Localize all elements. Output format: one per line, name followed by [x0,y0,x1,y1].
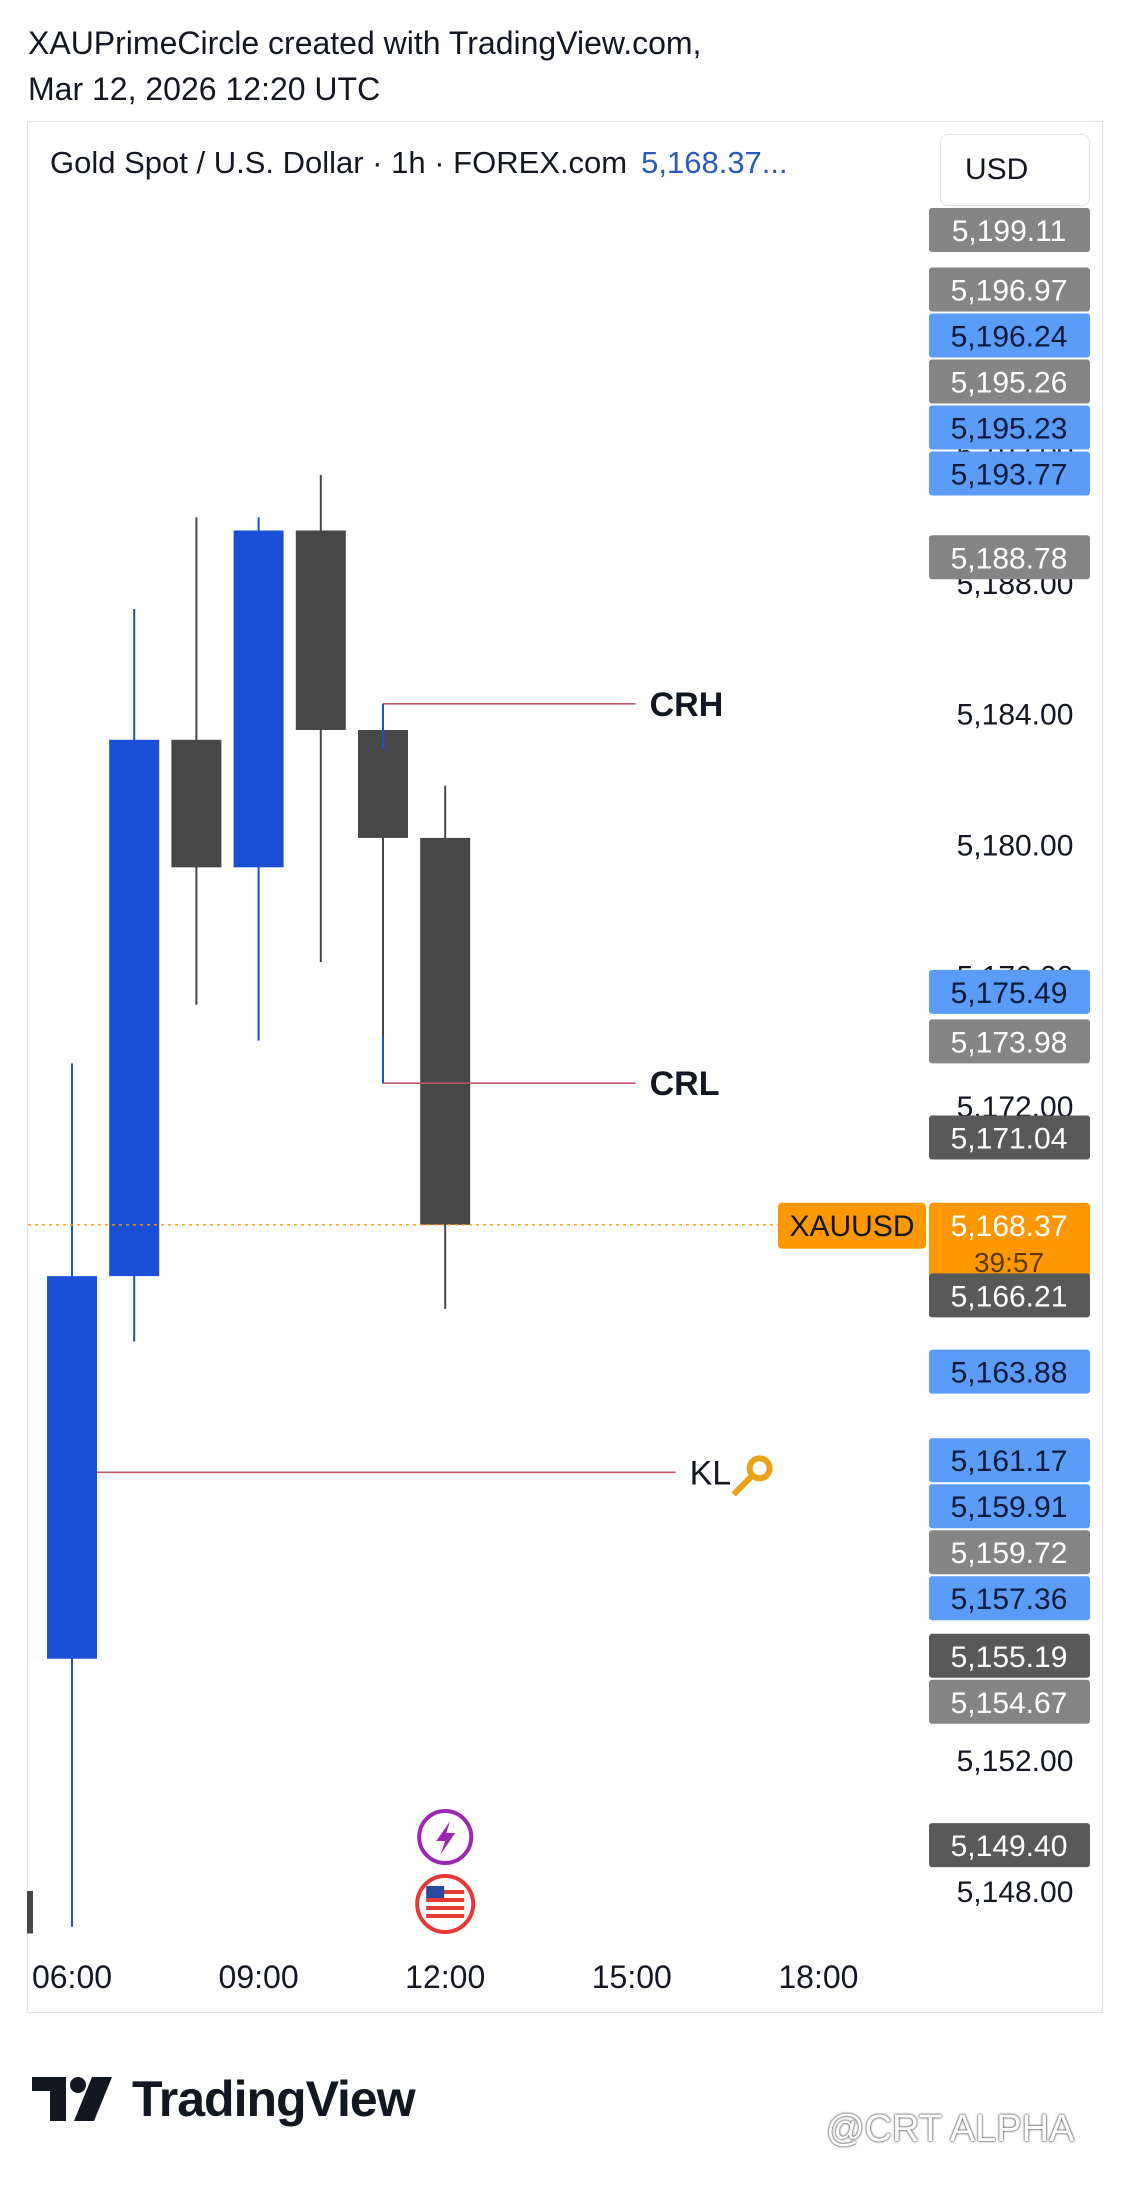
price-label-text: 5,188.78 [951,542,1068,575]
author-line: XAUPrimeCircle created with TradingView.… [28,25,702,61]
price-label-text: 5,193.77 [951,458,1068,491]
x-tick-label: 18:00 [778,1959,858,1995]
price-label-box[interactable] [929,359,1090,404]
currency-button[interactable]: USD [940,134,1090,206]
candlestick-chart[interactable]: CRHCRLKLXAUUSD5,168.3739:575,192.005,188… [0,0,1137,2060]
flag-stripe [426,1914,465,1918]
tradingview-wordmark: TradingView [132,2071,416,2127]
price-label-box[interactable] [929,1576,1090,1621]
key-icon [746,1455,773,1482]
us-flag-event-icon[interactable] [415,1874,476,1934]
countdown-label: 39:57 [974,1247,1044,1278]
price-label-box[interactable] [929,1019,1090,1064]
price-label-text: 5,171.04 [951,1122,1068,1155]
price-label-box[interactable] [929,1633,1090,1678]
symbol-tag-label: XAUUSD [789,1210,914,1243]
price-label-text: 5,161.17 [951,1445,1068,1478]
price-label-text: 5,166.21 [951,1280,1068,1313]
price-label-box[interactable] [929,535,1090,580]
candle-partial [27,1890,33,1934]
price-label-box[interactable] [929,969,1090,1014]
price-label-box[interactable] [929,1484,1090,1529]
watermark: @CRT ALPHA [826,2108,1075,2150]
price-label-box[interactable] [929,267,1090,312]
price-label-box[interactable] [929,1115,1090,1160]
symbol-tag[interactable] [778,1202,926,1249]
price-label-text: 5,163.88 [951,1357,1068,1390]
y-tick-label: 5,152.00 [957,1745,1074,1778]
tradingview-logo-icon [32,2077,112,2121]
price-label-text: 5,175.49 [951,977,1068,1010]
candle-body[interactable] [420,837,471,1225]
key-icon-shaft [731,1473,755,1497]
flag-canton [426,1886,445,1898]
y-tick-label: 5,148.00 [957,1876,1074,1909]
price-label-box[interactable] [929,1823,1090,1868]
price-label-box[interactable] [929,405,1090,450]
price-label-text: 5,154.67 [951,1687,1068,1720]
x-tick-label: 15:00 [592,1959,672,1995]
y-tick-label: 5,180.00 [957,829,1074,862]
price-label-box[interactable] [929,1273,1090,1318]
chart-frame [27,121,1103,2013]
x-tick-label: 09:00 [219,1959,299,1995]
price-label-box[interactable] [929,1349,1090,1394]
candle-body[interactable] [295,530,346,730]
price-label-text: 5,155.19 [951,1641,1068,1674]
tradingview-logo[interactable]: TradingView [32,2070,416,2128]
current-price-box[interactable] [929,1202,1090,1287]
flag-stripe [426,1906,465,1910]
candle-body[interactable] [47,1276,97,1659]
legend-last-price: 5,168.37... [641,145,788,180]
symbol-legend[interactable]: Gold Spot / U.S. Dollar · 1h · FOREX.com… [50,140,788,186]
price-label-text: 5,159.91 [951,1491,1068,1524]
price-label-text: 5,196.24 [951,320,1068,353]
symbol-title: Gold Spot / U.S. Dollar · 1h · FOREX.com [50,145,628,180]
price-label-box[interactable] [929,1679,1090,1724]
price-label-text: 5,195.23 [951,412,1068,445]
price-label-text: 5,149.40 [951,1830,1068,1863]
candle-body[interactable] [233,530,284,868]
price-label-text: 5,196.97 [951,274,1068,307]
price-label-box[interactable] [929,451,1090,496]
price-label-box[interactable] [929,313,1090,358]
level-label-crh: CRH [650,686,724,724]
current-price-label: 5,168.37 [951,1210,1068,1243]
price-label-box[interactable] [929,1530,1090,1575]
candle-body[interactable] [171,739,222,868]
price-label-text: 5,159.72 [951,1537,1068,1570]
date-line: Mar 12, 2026 12:20 UTC [28,71,381,107]
price-label-text: 5,157.36 [951,1583,1068,1616]
x-tick-label: 12:00 [405,1959,485,1995]
level-label-kl: KL [690,1454,732,1492]
candle-body[interactable] [109,739,160,1277]
price-label-text: 5,199.11 [952,215,1067,248]
flag-stripe [426,1890,465,1894]
lightning-bolt [436,1821,456,1855]
price-label-text: 5,195.26 [951,366,1068,399]
y-tick-label: 5,184.00 [957,699,1074,732]
level-label-crl: CRL [650,1065,720,1103]
price-label-box[interactable] [929,1438,1090,1483]
chart-header: XAUPrimeCircle created with TradingView.… [28,20,701,112]
price-label-text: 5,173.98 [951,1026,1068,1059]
price-label-box[interactable] [929,208,1090,252]
x-tick-label: 06:00 [32,1959,112,1995]
flag-stripe [426,1898,465,1902]
